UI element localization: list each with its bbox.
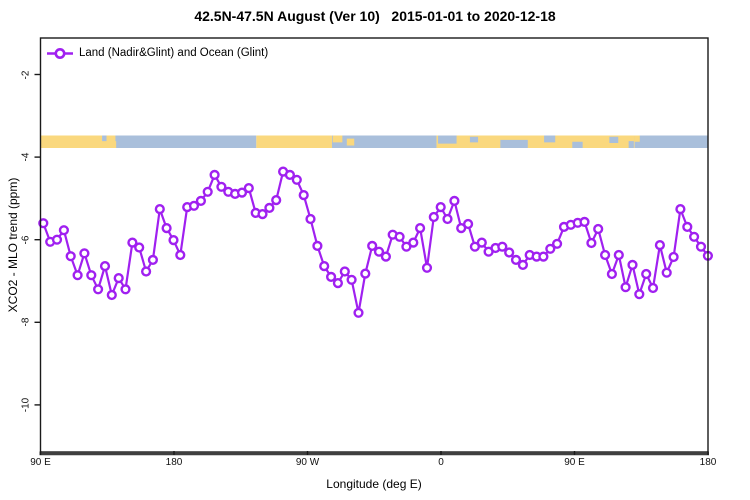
x-tick-label: 90 E [30, 457, 51, 468]
x-tick-label: 0 [438, 457, 444, 468]
legend-marker-icon [54, 47, 66, 59]
x-axis-title: Longitude (deg E) [326, 477, 422, 491]
y-axis-title: XCO2 - MLO trend (ppm) [6, 177, 20, 313]
y-tick-label: -2 [20, 70, 32, 79]
x-tick-label: 180 [165, 457, 183, 468]
x-tick-label: 90 W [295, 457, 320, 468]
x-tick-label: 90 E [564, 457, 585, 468]
x-tick-label: 180 [699, 457, 717, 468]
legend-label: Land (Nadir&Glint) and Ocean (Glint) [79, 47, 269, 59]
y-tick-label: -4 [20, 152, 32, 162]
y-tick-label: -6 [20, 235, 32, 244]
y-tick-label: -10 [20, 397, 32, 412]
chart-title: 42.5N-47.5N August (Ver 10) 2015-01-01 t… [194, 8, 556, 24]
y-tick-label: -8 [20, 317, 32, 327]
